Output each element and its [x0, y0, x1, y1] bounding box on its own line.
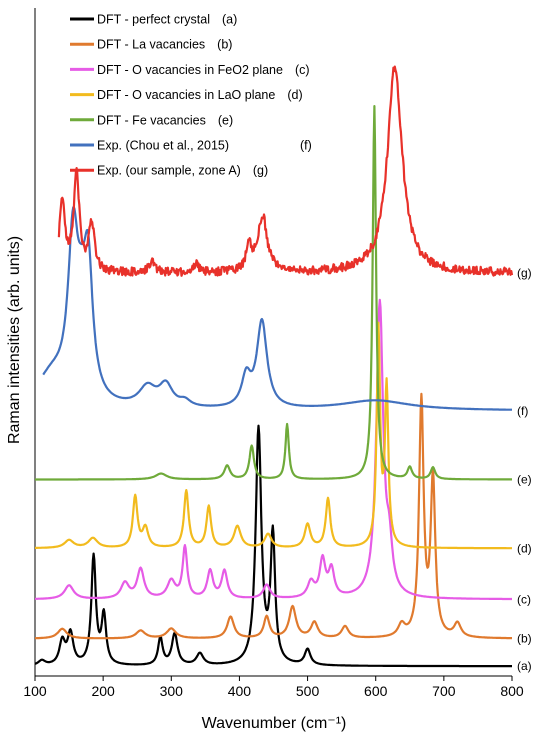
spectra [34, 65, 514, 668]
curve-end-label: (a) [517, 659, 532, 673]
x-tick-label: 700 [432, 683, 456, 699]
x-axis-title: Wavenumber (cm⁻¹) [202, 715, 347, 732]
curve-end-label: (e) [517, 473, 532, 487]
legend-entry: Exp. (Chou et al., 2015) [97, 139, 229, 153]
legend-tag: (c) [295, 63, 310, 77]
legend-entry: Exp. (our sample, zone A) [97, 164, 241, 178]
legend-tag: (f) [300, 139, 312, 153]
x-tick-label: 200 [91, 683, 115, 699]
legend-entry: DFT - O vacancies in FeO2 plane [97, 63, 283, 77]
curve-end-label: (c) [517, 592, 531, 606]
legend-tag: (b) [217, 38, 232, 52]
legend-entry: DFT - O vacancies in LaO plane [97, 88, 275, 102]
series-line-a [34, 424, 513, 668]
series-line-c [34, 298, 513, 601]
curve-labels: (a) (b) (c) (d) (e) (f) (g) [517, 266, 532, 673]
legend-entry: DFT - Fe vacancies [97, 113, 206, 127]
legend-tag: (d) [287, 88, 302, 102]
legend-entry: DFT - perfect crystal [97, 13, 210, 27]
curve-end-label: (f) [517, 404, 528, 418]
curve-end-label: (g) [517, 266, 532, 280]
x-tick-label: 600 [364, 683, 388, 699]
legend-tag: (g) [253, 164, 268, 178]
x-tick-label: 800 [500, 683, 524, 699]
legend: DFT - perfect crystal (a) DFT - La vacanci… [70, 13, 312, 178]
series-line-f [42, 205, 513, 411]
legend-tag: (a) [222, 13, 237, 27]
x-tick-label: 400 [228, 683, 252, 699]
series-line-e [34, 104, 513, 481]
series-line-d [34, 321, 513, 550]
x-ticks: 100 200 300 400 500 600 700 800 [23, 676, 524, 699]
x-tick-label: 300 [160, 683, 184, 699]
curve-end-label: (b) [517, 632, 532, 646]
legend-entry: DFT - La vacancies [97, 38, 205, 52]
y-axis-title: Raman intensities (arb. units) [6, 236, 23, 444]
axes [34, 8, 512, 677]
x-tick-label: 500 [296, 683, 320, 699]
series-line-b [34, 392, 513, 640]
x-tick-label: 100 [23, 683, 47, 699]
legend-tag: (e) [218, 113, 233, 127]
curve-end-label: (d) [517, 541, 532, 555]
series-line-g [57, 65, 514, 277]
